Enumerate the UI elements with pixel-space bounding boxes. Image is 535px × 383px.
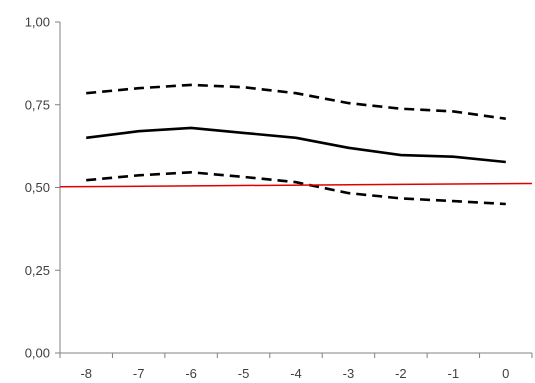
x-tick-label: -6	[185, 366, 197, 381]
x-tick-label: -8	[80, 366, 92, 381]
series-group	[59, 83, 533, 206]
y-tick-labels: 0,00 0,25 0,50 0,75 1,00	[25, 15, 50, 361]
x-tick-label: 0	[502, 366, 509, 381]
x-tick-label: -7	[133, 366, 145, 381]
x-tick-label: -1	[448, 366, 460, 381]
y-tick-label: 1,00	[25, 15, 50, 30]
estimate-line	[86, 126, 506, 164]
y-tick-label: 0,50	[25, 180, 50, 195]
axes	[55, 21, 533, 358]
x-tick-label: -2	[395, 366, 407, 381]
lower-bound-line	[86, 171, 506, 206]
reference-line	[59, 182, 533, 188]
x-tick-label: -3	[343, 366, 355, 381]
x-tick-labels: -8 -7 -6 -5 -4 -3 -2 -1 0	[80, 366, 509, 381]
x-tick-label: -5	[238, 366, 250, 381]
y-tick-label: 0,75	[25, 97, 50, 112]
x-tick-label: -4	[290, 366, 302, 381]
y-tick-label: 0,00	[25, 346, 50, 361]
upper-bound-line	[86, 83, 506, 120]
y-tick-label: 0,25	[25, 263, 50, 278]
